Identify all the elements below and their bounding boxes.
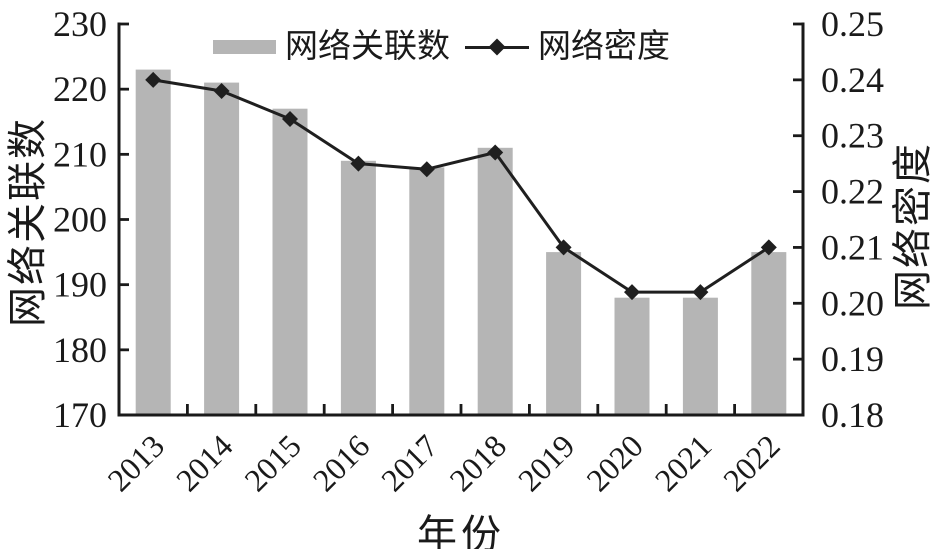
right-axis-tick-label: 0.20 bbox=[821, 283, 884, 323]
density-marker-2015 bbox=[282, 110, 298, 127]
right-axis-title: 网络密度 bbox=[890, 142, 935, 310]
right-axis-tick-label: 0.23 bbox=[821, 116, 884, 156]
density-marker-2019 bbox=[555, 239, 572, 256]
bar-2021 bbox=[682, 297, 718, 415]
legend-diamond-marker-icon bbox=[488, 38, 506, 56]
x-axis-title: 年份 bbox=[417, 512, 505, 549]
density-marker-2014 bbox=[213, 83, 230, 100]
bar-2019 bbox=[546, 252, 582, 415]
bar-2022 bbox=[751, 252, 787, 415]
left-axis-tick-label: 180 bbox=[53, 330, 107, 370]
density-marker-2016 bbox=[350, 155, 367, 172]
density-marker-2021 bbox=[692, 284, 709, 301]
left-axis-title: 网络关联数 bbox=[5, 117, 50, 327]
bar-2020 bbox=[614, 297, 650, 415]
x-axis-tick-label: 2013 bbox=[100, 427, 171, 498]
x-axis-tick-label: 2021 bbox=[648, 427, 719, 498]
legend-label-bar-series: 网络关联数 bbox=[285, 29, 450, 65]
right-axis-tick-label: 0.25 bbox=[821, 4, 884, 44]
bar-2014 bbox=[204, 82, 240, 415]
x-axis-tick-label: 2019 bbox=[511, 427, 582, 498]
x-axis-tick-label: 2018 bbox=[442, 427, 513, 498]
right-axis-tick-label: 0.24 bbox=[821, 60, 884, 100]
density-line bbox=[152, 78, 770, 294]
bar-2013 bbox=[135, 69, 171, 415]
x-axis-tick-label: 2017 bbox=[374, 427, 445, 498]
legend-label-line-series: 网络密度 bbox=[538, 29, 670, 65]
right-axis-tick-label: 0.22 bbox=[821, 172, 884, 212]
bar-2015 bbox=[272, 108, 308, 415]
x-axis-tick-label: 2014 bbox=[169, 427, 240, 498]
density-marker-2022 bbox=[760, 239, 777, 256]
x-axis-tick-label: 2015 bbox=[237, 427, 308, 498]
right-axis-tick-label: 0.21 bbox=[821, 227, 884, 267]
legend: 网络关联数 网络密度 bbox=[213, 27, 670, 67]
right-axis-tick-label: 0.19 bbox=[821, 339, 884, 379]
bar-2017 bbox=[409, 167, 445, 415]
density-marker-2020 bbox=[624, 284, 640, 301]
left-axis-tick-label: 200 bbox=[53, 200, 107, 240]
left-axis-tick-label: 230 bbox=[53, 4, 107, 44]
right-axis-tick-label: 0.18 bbox=[821, 395, 884, 435]
x-axis-tick-label: 2016 bbox=[306, 427, 377, 498]
density-marker-2018 bbox=[487, 144, 504, 161]
left-axis-tick-label: 210 bbox=[53, 134, 107, 174]
x-axis-tick-label: 2022 bbox=[716, 427, 787, 498]
left-axis-tick-label: 190 bbox=[53, 265, 107, 305]
density-marker-2013 bbox=[145, 71, 162, 88]
legend-line-swatch bbox=[465, 38, 529, 56]
bar-2016 bbox=[340, 160, 376, 415]
legend-bar-swatch bbox=[213, 40, 276, 54]
density-marker-2017 bbox=[418, 161, 435, 178]
x-axis-tick-label: 2020 bbox=[579, 427, 650, 498]
left-axis-tick-label: 220 bbox=[53, 69, 107, 109]
left-axis-tick-label: 170 bbox=[53, 395, 107, 435]
bar-2018 bbox=[477, 147, 513, 416]
